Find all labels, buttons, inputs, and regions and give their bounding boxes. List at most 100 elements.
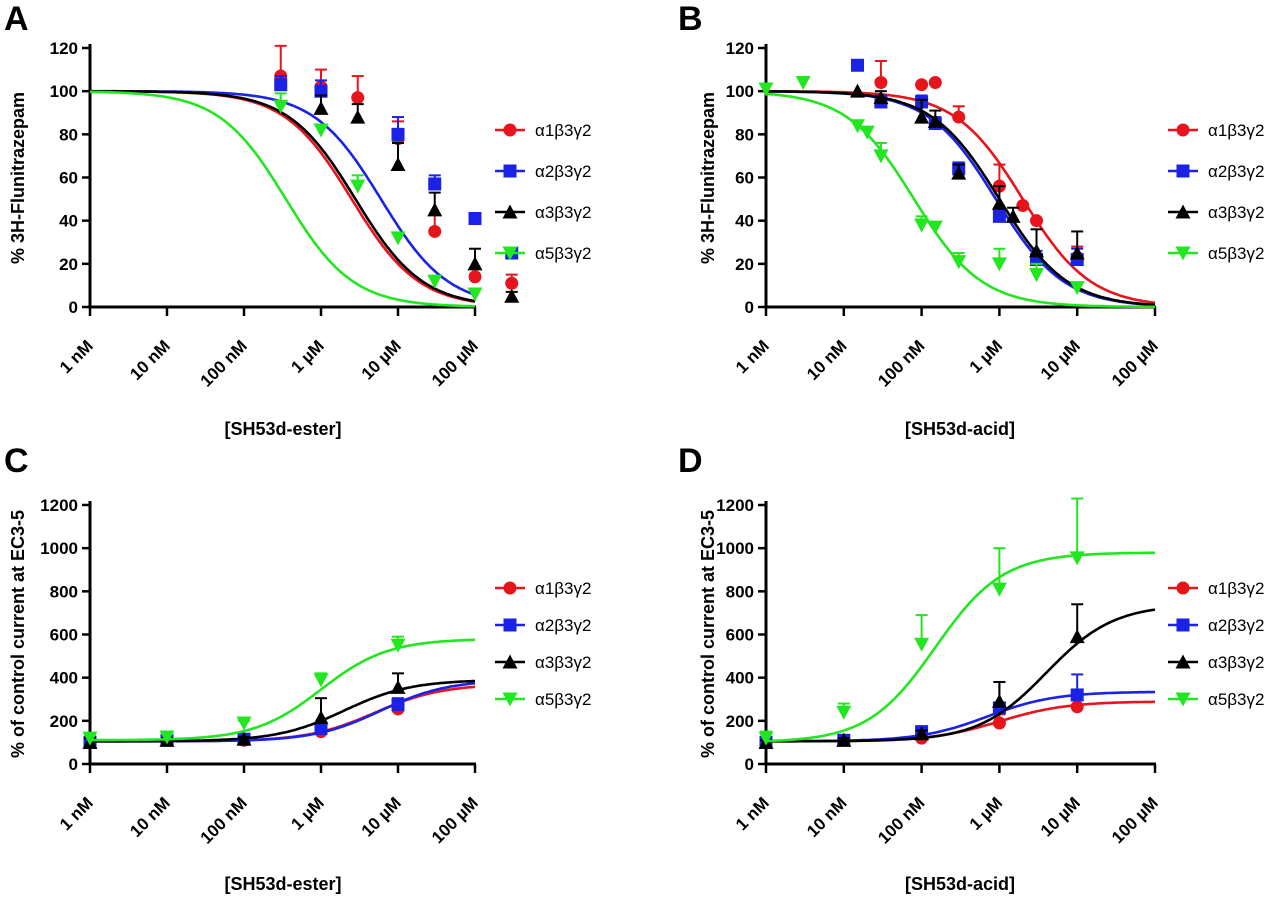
- data-point: [1069, 245, 1085, 260]
- y-tick-label: 40: [735, 212, 754, 231]
- legend-marker: [1175, 246, 1191, 261]
- x-tick-label: 1 nM: [732, 793, 773, 834]
- y-tick-label: 100: [726, 82, 754, 101]
- data-point: [992, 716, 1006, 730]
- legend-label: α2β3γ2: [535, 616, 591, 635]
- data-point: [390, 231, 406, 246]
- fit-curve: [765, 551, 1155, 743]
- y-tick-label: 600: [50, 626, 78, 645]
- fit-curve: [766, 608, 1156, 743]
- panel-letter: B: [678, 0, 703, 38]
- data-point: [427, 274, 443, 289]
- data-point: [952, 110, 966, 124]
- data-point: [1070, 688, 1084, 702]
- x-tick-label: 100 nM: [197, 793, 251, 847]
- x-tick-label: 10 nM: [803, 336, 851, 384]
- panel-letter: A: [4, 0, 29, 38]
- x-tick-label: 1 µM: [287, 793, 327, 833]
- y-tick-label: 60: [59, 169, 78, 188]
- data-point: [313, 710, 329, 725]
- data-point: [836, 705, 852, 720]
- legend-label: α5β3γ2: [535, 690, 591, 709]
- data-point: [850, 58, 864, 72]
- y-tick-label: 100: [50, 82, 78, 101]
- legend-marker: [1176, 581, 1190, 595]
- data-point: [991, 257, 1007, 272]
- legend: α1β3γ2 α2β3γ2 α3β3γ2 α5β3γ2: [1168, 121, 1264, 263]
- data-point: [428, 177, 442, 191]
- data-point: [505, 276, 519, 290]
- data-point: [468, 270, 482, 284]
- data-point: [1069, 281, 1085, 296]
- y-tick-label: 600: [726, 626, 754, 645]
- legend-label: α1β3γ2: [535, 579, 591, 598]
- y-tick-label: 0: [745, 755, 754, 774]
- data-point: [314, 721, 328, 735]
- legend-label: α3β3γ2: [535, 653, 591, 672]
- data-point: [313, 673, 329, 688]
- series-4: [758, 76, 1155, 309]
- legend-label: α1β3γ2: [1208, 121, 1264, 140]
- data-point: [467, 256, 483, 271]
- data-point: [390, 157, 406, 172]
- legend-label: α3β3γ2: [1208, 203, 1264, 222]
- data-point: [390, 679, 406, 694]
- legend-marker: [1175, 654, 1191, 669]
- x-tick-label: 1 nM: [732, 336, 773, 377]
- data-point: [758, 82, 774, 97]
- panel-letter: D: [678, 442, 703, 480]
- x-tick-label: 1 nM: [56, 336, 97, 377]
- series-2: [766, 58, 1156, 307]
- legend-label: α5β3γ2: [1208, 690, 1264, 709]
- x-tick-label: 10 µM: [358, 793, 405, 840]
- data-point: [1069, 551, 1085, 566]
- data-point: [1029, 243, 1045, 258]
- data-point: [991, 693, 1007, 708]
- y-tick-label: 0: [69, 755, 78, 774]
- panel-B: B 0 20 40 60 80 100 120 1 nM 10 nM 100 nM 1 µM 10 µM…: [678, 0, 1264, 439]
- data-point: [849, 119, 865, 134]
- y-tick-label: 800: [50, 582, 78, 601]
- y-tick-label: 40: [59, 212, 78, 231]
- data-point: [928, 76, 942, 90]
- data-point: [991, 195, 1007, 210]
- series-3: [90, 89, 520, 303]
- series-4: [758, 497, 1155, 746]
- data-point: [159, 730, 175, 745]
- legend-marker: [1175, 204, 1191, 219]
- data-point: [1029, 268, 1045, 283]
- x-tick-label: 1 µM: [966, 336, 1006, 376]
- legend-marker: [1176, 123, 1190, 137]
- legend-label: α1β3γ2: [1208, 579, 1264, 598]
- x-tick-label: 100 nM: [874, 793, 928, 847]
- legend-marker: [503, 581, 517, 595]
- legend-label: α3β3γ2: [1208, 653, 1264, 672]
- legend: α1β3γ2 α2β3γ2 α3β3γ2 α5β3γ2: [495, 579, 591, 709]
- data-point: [427, 202, 443, 217]
- y-tick-label: 1000: [40, 539, 78, 558]
- data-point: [313, 100, 329, 115]
- data-point: [391, 698, 405, 712]
- data-point: [951, 255, 967, 270]
- legend-label: α5β3γ2: [1208, 244, 1264, 263]
- x-axis-title: [SH53d-acid]: [905, 874, 1015, 894]
- panel-C: C 0 200 400 600 800 1000 1200 1 nM 10 nM 100 nM 1 µ…: [4, 442, 591, 894]
- fit-curve: [90, 90, 475, 308]
- data-point: [914, 109, 930, 124]
- series-3: [82, 672, 476, 749]
- data-point: [350, 179, 366, 194]
- data-point: [859, 125, 875, 140]
- data-point: [313, 123, 329, 138]
- y-tick-label: 20: [735, 255, 754, 274]
- x-tick-label: 100 µM: [1108, 793, 1162, 847]
- data-point: [836, 732, 852, 747]
- fit-curve: [766, 690, 1156, 743]
- y-tick-label: 60: [735, 169, 754, 188]
- x-tick-label: 10 µM: [358, 336, 405, 383]
- fit-curve: [90, 90, 476, 303]
- legend-marker: [1176, 164, 1190, 178]
- legend-marker: [1176, 618, 1190, 632]
- y-tick-label: 1200: [40, 496, 78, 515]
- legend-label: α2β3γ2: [1208, 616, 1264, 635]
- y-tick-label: 20: [59, 255, 78, 274]
